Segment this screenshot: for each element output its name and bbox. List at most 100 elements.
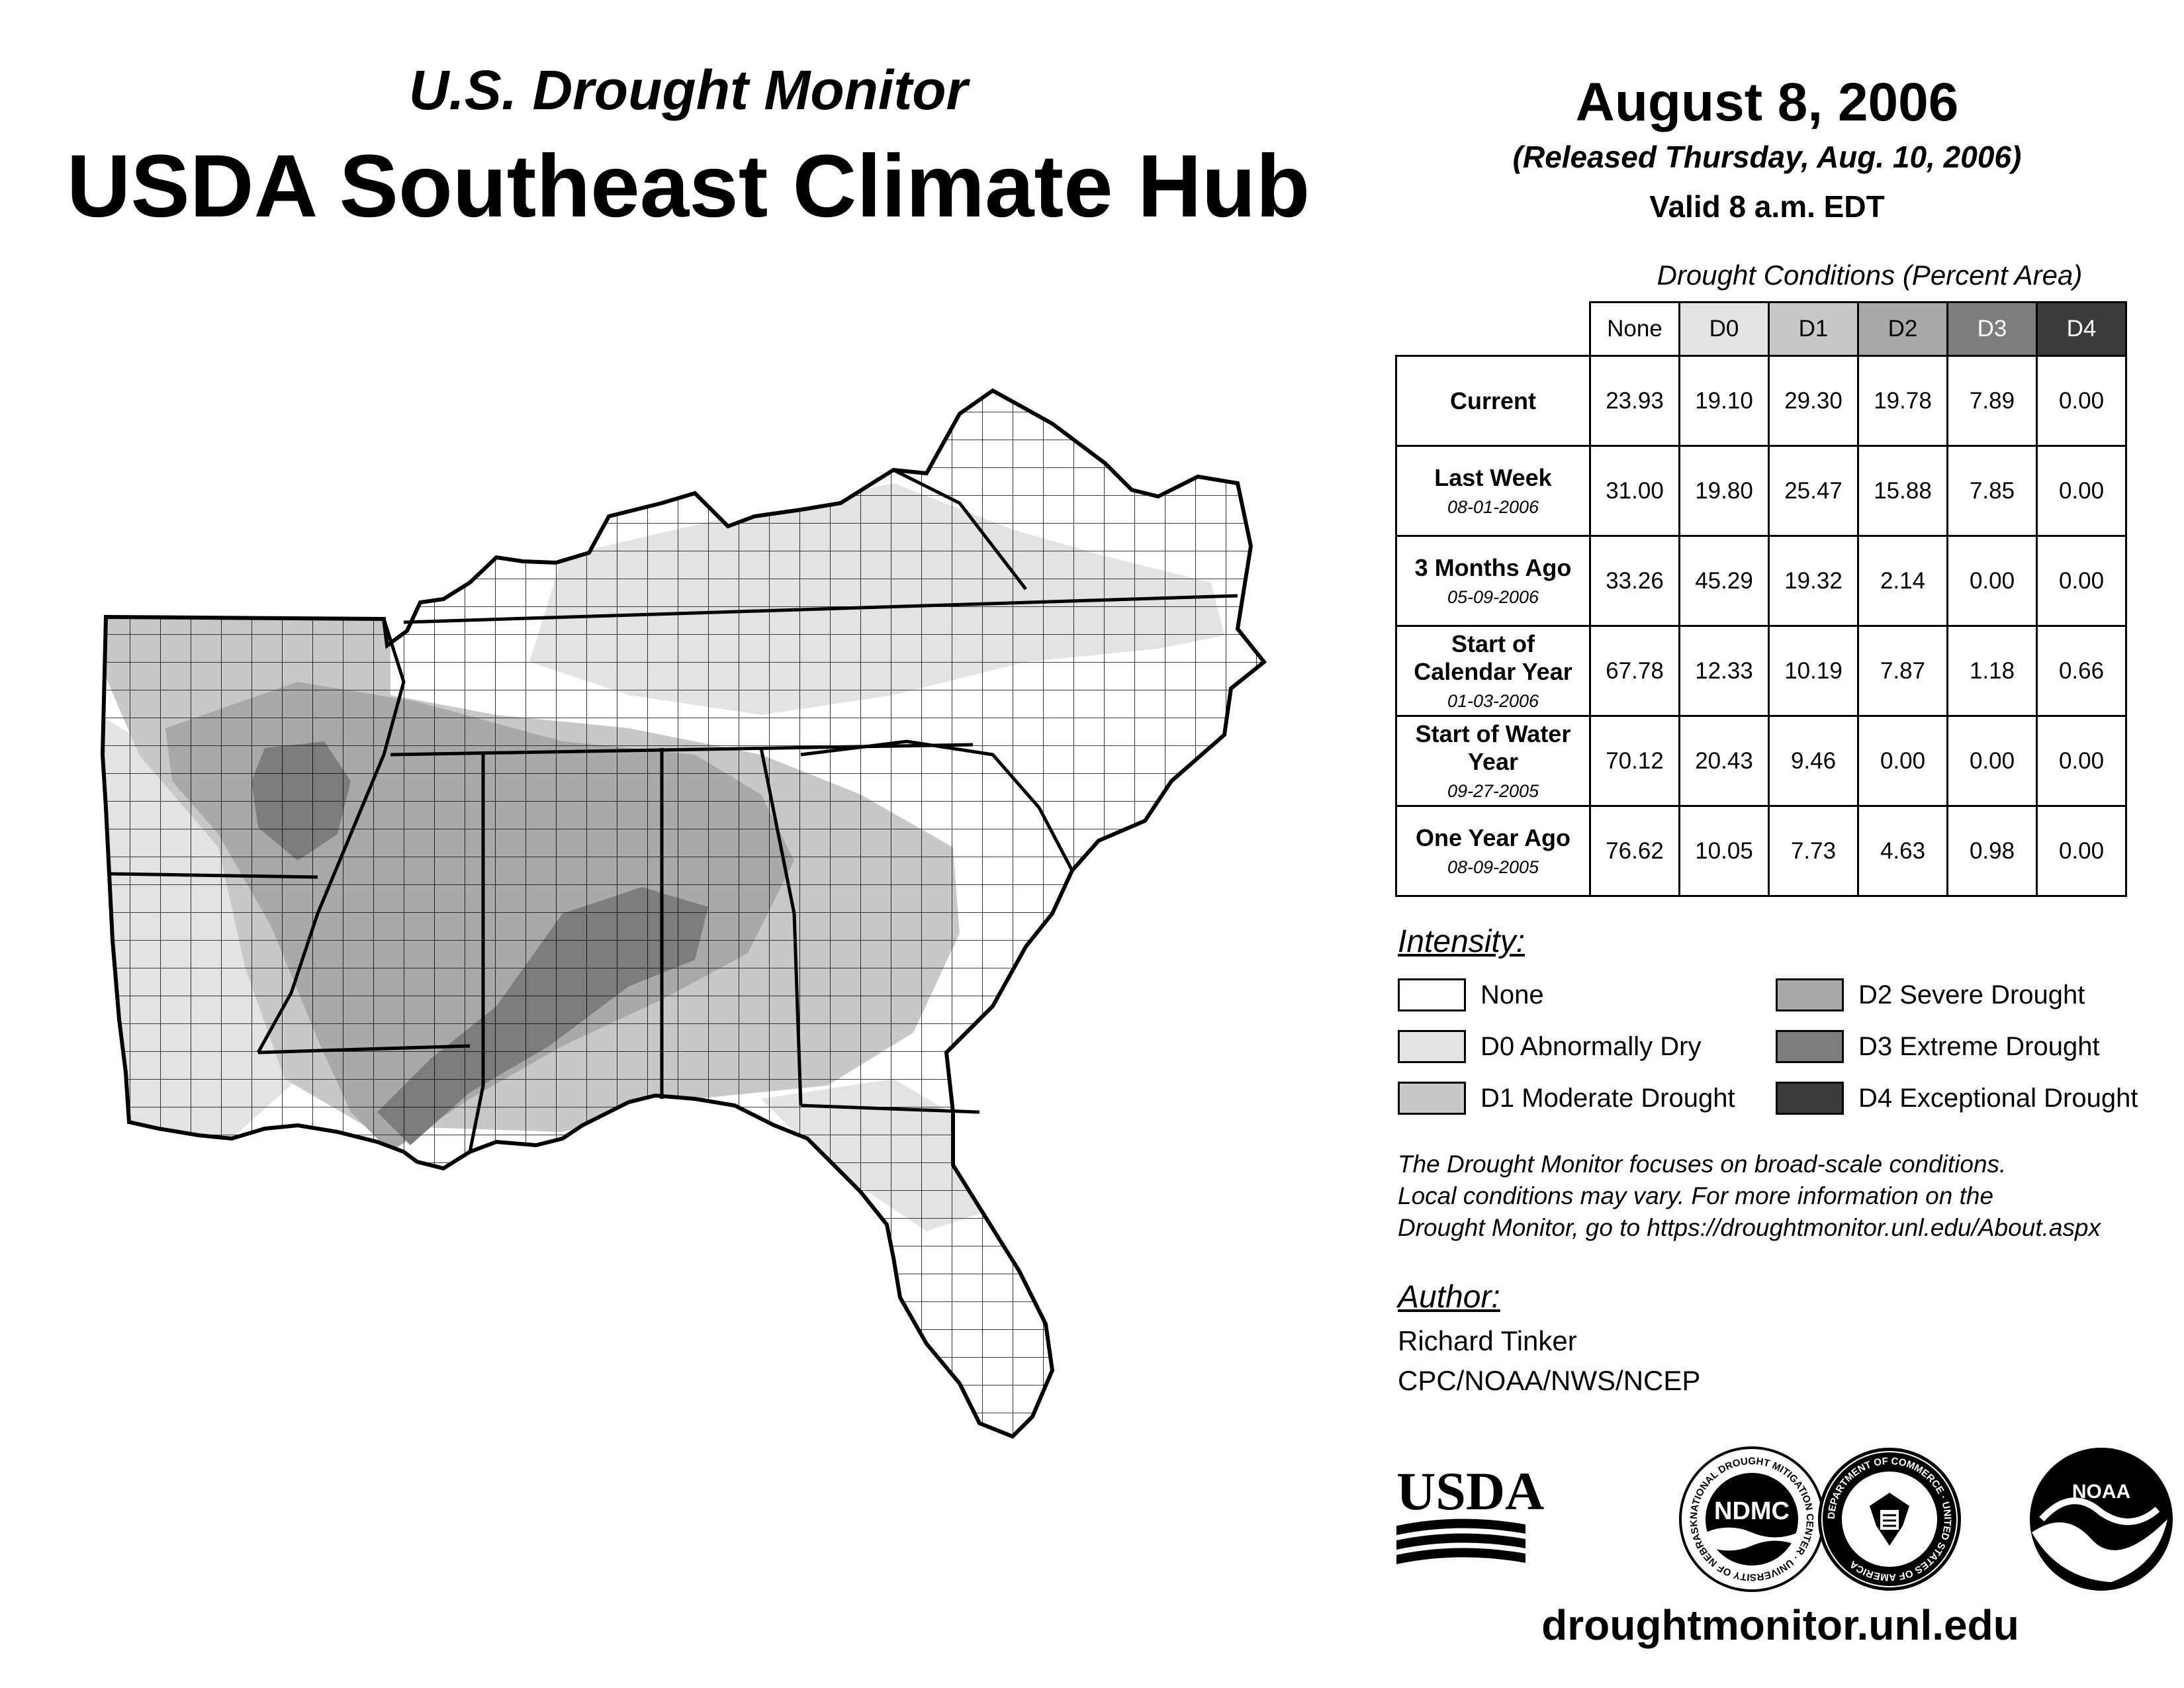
legend-swatch <box>1398 1082 1466 1115</box>
legend-label: D4 Exceptional Drought <box>1858 1083 2138 1113</box>
table-cell: 76.62 <box>1589 805 1680 897</box>
table-cell: 25.47 <box>1768 445 1859 537</box>
column-header-none: None <box>1589 301 1680 357</box>
table-row-start-of-water-year: Start of Water Year 09-27-2005 70.12 20.4… <box>1395 715 2127 807</box>
legend-item-d4: D4 Exceptional Drought <box>1776 1082 2138 1115</box>
legend-swatch <box>1776 978 1844 1011</box>
drought-intensity-layer <box>103 391 1264 1436</box>
row-date: 05-09-2006 <box>1447 586 1539 607</box>
legend-item-d1: D1 Moderate Drought <box>1398 1082 1735 1115</box>
row-date: 08-01-2006 <box>1447 496 1539 517</box>
table-cell: 31.00 <box>1589 445 1680 537</box>
table-cell: 0.00 <box>1857 715 1948 807</box>
county-boundaries <box>103 391 1264 1436</box>
table-row-3-months-ago: 3 Months Ago 05-09-2006 33.26 45.29 19.32… <box>1395 535 2127 627</box>
noaa-logo: NOAA <box>2030 1448 2173 1591</box>
column-header-d1: D1 <box>1768 301 1859 357</box>
row-label: 3 Months Ago <box>1414 553 1572 581</box>
row-label: One Year Ago <box>1415 823 1571 851</box>
table-cell: 33.26 <box>1589 535 1680 627</box>
row-label: Start of Water Year <box>1415 720 1571 775</box>
table-cell: 0.98 <box>1946 805 2038 897</box>
southeast-drought-map <box>99 384 1357 1549</box>
agency-logos: USDA NATIONAL DROUGHT MITIGATION CENTER … <box>1396 1446 2173 1592</box>
legend-swatch <box>1398 1030 1466 1063</box>
table-cell: 0.00 <box>1946 535 2038 627</box>
table-cell: 70.12 <box>1589 715 1680 807</box>
usda-logo-text: USDA <box>1396 1461 1544 1521</box>
column-header-d3: D3 <box>1946 301 2038 357</box>
table-cell: 19.32 <box>1768 535 1859 627</box>
row-label: Start of Calendar Year <box>1414 630 1572 685</box>
table-cell: 0.00 <box>1946 715 2038 807</box>
usda-logo: USDA <box>1396 1461 1544 1564</box>
table-caption: Drought Conditions (Percent Area) <box>1657 259 2083 291</box>
legend-label: D3 Extreme Drought <box>1858 1031 2100 1061</box>
table-cell: 7.87 <box>1857 625 1948 717</box>
table-cell: 20.43 <box>1678 715 1770 807</box>
map-title: USDA Southeast Climate Hub <box>66 137 1310 236</box>
table-row-start-of-calendar-year: Start of Calendar Year 01-03-2006 67.78 1… <box>1395 625 2127 717</box>
legend-label: D0 Abnormally Dry <box>1480 1031 1702 1061</box>
table-cell: 10.19 <box>1768 625 1859 717</box>
table-cell: 19.78 <box>1857 355 1948 447</box>
table-cell: 4.63 <box>1857 805 1948 897</box>
author-heading: Author: <box>1398 1280 1500 1315</box>
legend-label: None <box>1480 980 1544 1009</box>
table-cell: 2.14 <box>1857 535 1948 627</box>
ndmc-logo-text: NDMC <box>1714 1497 1790 1525</box>
table-cell: 0.00 <box>2036 355 2127 447</box>
disclaimer-note: The Drought Monitor focuses on broad-sca… <box>1398 1149 2179 1244</box>
legend-swatch <box>1398 978 1466 1011</box>
map-subtitle: U.S. Drought Monitor <box>408 59 968 121</box>
table-cell: 7.89 <box>1946 355 2038 447</box>
table-cell: 10.05 <box>1678 805 1770 897</box>
column-header-d4: D4 <box>2036 301 2127 357</box>
row-label: Current <box>1449 387 1536 414</box>
table-row-one-year-ago: One Year Ago 08-09-2005 76.62 10.05 7.73 … <box>1395 805 2127 897</box>
table-cell: 7.85 <box>1946 445 2038 537</box>
table-cell: 12.33 <box>1678 625 1770 717</box>
row-date: 09-27-2005 <box>1447 780 1539 801</box>
legend-item-d0: D0 Abnormally Dry <box>1398 1030 1701 1063</box>
column-header-d0: D0 <box>1678 301 1770 357</box>
table-cell: 9.46 <box>1768 715 1859 807</box>
legend-heading: Intensity: <box>1398 924 1525 959</box>
commerce-seal: DEPARTMENT OF COMMERCE · UNITED STATES O… <box>1818 1448 1961 1591</box>
table-cell: 0.00 <box>2036 535 2127 627</box>
map-date: August 8, 2006 <box>1575 72 1959 132</box>
table-cell: 45.29 <box>1678 535 1770 627</box>
table-row-current: Current 23.93 19.10 29.30 19.78 7.89 0.0… <box>1395 355 2127 447</box>
table-cell: 0.66 <box>2036 625 2127 717</box>
legend-item-d3: D3 Extreme Drought <box>1776 1030 2100 1063</box>
note-line: The Drought Monitor focuses on broad-sca… <box>1398 1150 2007 1178</box>
table-cell: 67.78 <box>1589 625 1680 717</box>
note-line: Drought Monitor, go to https://droughtmo… <box>1398 1214 2101 1241</box>
table-cell: 19.80 <box>1678 445 1770 537</box>
table-cell: 19.10 <box>1678 355 1770 447</box>
table-cell: 23.93 <box>1589 355 1680 447</box>
column-header-d2: D2 <box>1857 301 1948 357</box>
drought-conditions-table: None D0 D1 D2 D3 D4 Current 23.93 19.10 … <box>1395 301 2127 897</box>
note-line: Local conditions may vary. For more info… <box>1398 1182 1994 1209</box>
author-organization: CPC/NOAA/NWS/NCEP <box>1398 1365 1701 1396</box>
legend-item-d2: D2 Severe Drought <box>1776 978 2085 1011</box>
table-cell: 29.30 <box>1768 355 1859 447</box>
valid-time: Valid 8 a.m. EDT <box>1649 189 1885 224</box>
table-cell: 0.00 <box>2036 715 2127 807</box>
row-label: Last Week <box>1434 463 1552 491</box>
release-date: (Released Thursday, Aug. 10, 2006) <box>1512 140 2022 174</box>
legend-item-none: None <box>1398 978 1544 1011</box>
legend-label: D2 Severe Drought <box>1858 980 2085 1009</box>
legend-label: D1 Moderate Drought <box>1480 1083 1735 1113</box>
table-cell: 1.18 <box>1946 625 2038 717</box>
legend-swatch <box>1776 1030 1844 1063</box>
author-name: Richard Tinker <box>1398 1325 1577 1356</box>
row-date: 08-09-2005 <box>1447 857 1539 877</box>
row-date: 01-03-2006 <box>1447 690 1539 711</box>
table-cell: 7.73 <box>1768 805 1859 897</box>
table-cell: 0.00 <box>2036 445 2127 537</box>
footer-url[interactable]: droughtmonitor.unl.edu <box>1541 1601 2019 1649</box>
legend-swatch <box>1776 1082 1844 1115</box>
